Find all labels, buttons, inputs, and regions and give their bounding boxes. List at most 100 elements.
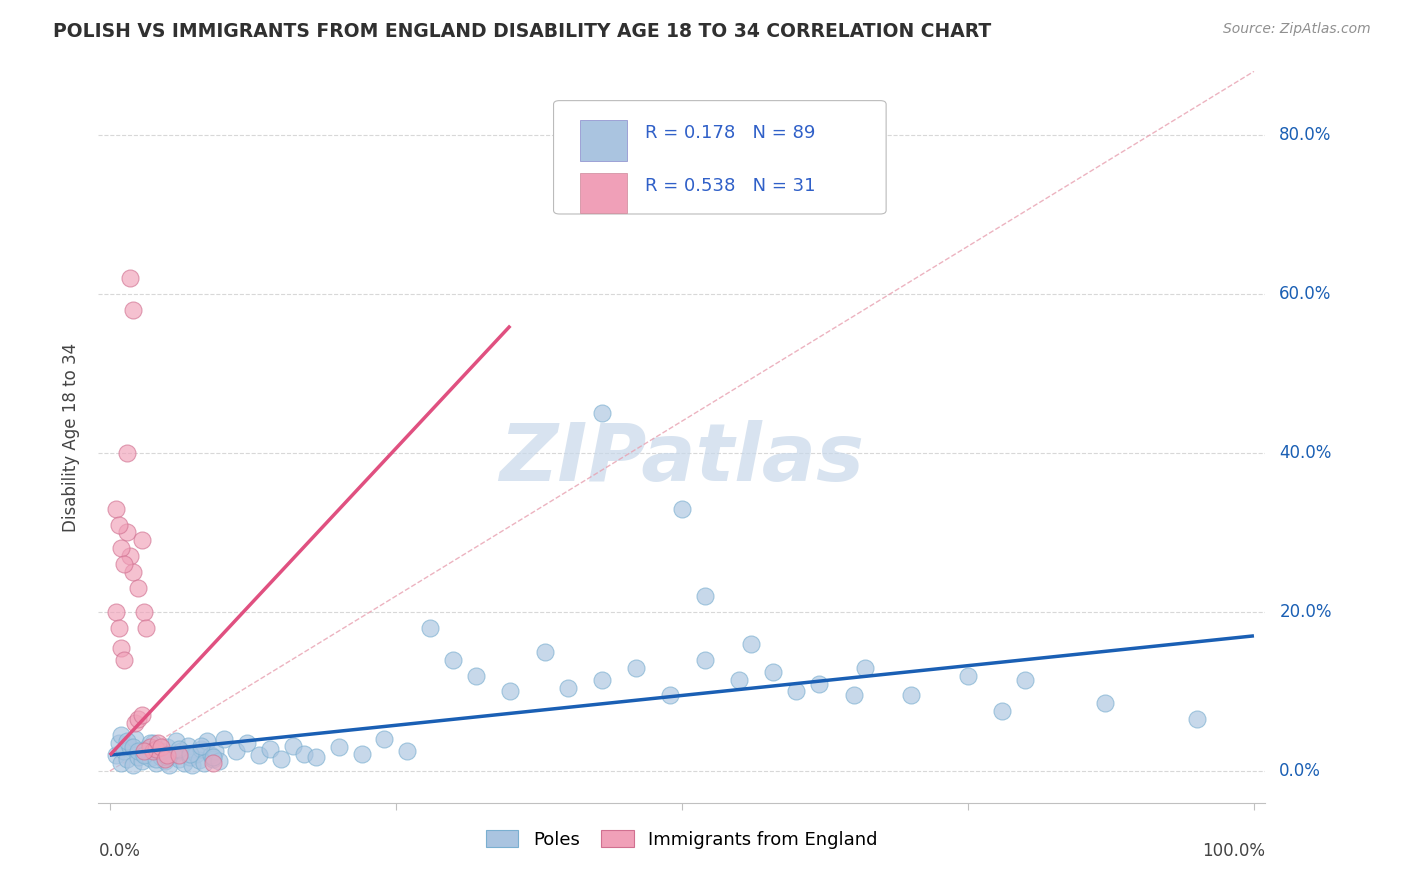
Point — [808, 676, 831, 690]
Text: 100.0%: 100.0% — [1202, 842, 1265, 860]
Point — [150, 749, 173, 764]
Text: R = 0.538   N = 31: R = 0.538 N = 31 — [644, 177, 815, 194]
Point — [157, 757, 180, 772]
Text: 20.0%: 20.0% — [1279, 603, 1331, 621]
Text: POLISH VS IMMIGRANTS FROM ENGLAND DISABILITY AGE 18 TO 34 CORRELATION CHART: POLISH VS IMMIGRANTS FROM ENGLAND DISABI… — [53, 22, 991, 41]
Point — [135, 621, 157, 635]
Point — [591, 673, 613, 687]
Point — [112, 744, 135, 758]
Point — [270, 752, 292, 766]
Point — [121, 566, 143, 580]
Point — [195, 733, 218, 747]
Point — [693, 589, 716, 603]
Point — [108, 517, 131, 532]
Point — [134, 744, 156, 758]
Bar — [581, 120, 627, 161]
Point — [328, 740, 350, 755]
Point — [181, 757, 204, 772]
Point — [156, 749, 179, 764]
Point — [190, 741, 212, 756]
Point — [150, 744, 173, 758]
Point — [465, 668, 488, 682]
Point — [207, 755, 229, 769]
Point — [115, 525, 138, 540]
Y-axis label: Disability Age 18 to 34: Disability Age 18 to 34 — [62, 343, 80, 532]
Point — [671, 501, 693, 516]
Point — [167, 741, 190, 756]
Point — [131, 708, 153, 723]
Point — [145, 752, 167, 766]
Point — [179, 747, 201, 761]
Point — [373, 732, 395, 747]
Point — [762, 665, 785, 679]
Point — [1185, 712, 1208, 726]
Point — [204, 744, 226, 758]
Point — [127, 581, 149, 595]
Point — [110, 756, 132, 770]
Point — [108, 736, 131, 750]
Point — [139, 736, 162, 750]
Bar — [581, 173, 627, 213]
Point — [146, 744, 169, 758]
Point — [853, 660, 876, 674]
Text: R = 0.178   N = 89: R = 0.178 N = 89 — [644, 124, 815, 142]
Point — [112, 653, 135, 667]
Point — [139, 740, 162, 755]
Point — [124, 716, 146, 731]
Point — [104, 501, 127, 516]
Point — [156, 748, 179, 763]
Point — [225, 744, 247, 758]
Point — [259, 741, 281, 756]
Point — [396, 744, 419, 758]
Point — [112, 558, 135, 572]
Point — [120, 740, 142, 755]
Point — [153, 752, 176, 766]
Point — [201, 752, 224, 766]
Point — [956, 668, 979, 682]
Point — [591, 406, 613, 420]
Point — [134, 605, 156, 619]
Point — [115, 733, 138, 747]
Text: 40.0%: 40.0% — [1279, 444, 1331, 462]
Point — [785, 684, 807, 698]
Point — [115, 752, 138, 766]
Point — [200, 748, 222, 763]
Point — [173, 756, 195, 770]
Text: 0.0%: 0.0% — [1279, 762, 1322, 780]
Text: ZIPatlas: ZIPatlas — [499, 420, 865, 498]
Text: Source: ZipAtlas.com: Source: ZipAtlas.com — [1223, 22, 1371, 37]
Point — [134, 748, 156, 763]
Point — [350, 747, 373, 761]
Point — [104, 605, 127, 619]
Point — [842, 689, 865, 703]
Point — [419, 621, 441, 635]
Point — [104, 748, 127, 763]
Point — [162, 748, 184, 763]
Point — [236, 736, 259, 750]
Point — [165, 733, 187, 747]
Point — [193, 756, 215, 770]
Point — [900, 689, 922, 703]
Text: 60.0%: 60.0% — [1279, 285, 1331, 303]
Point — [135, 741, 157, 756]
Point — [153, 755, 176, 769]
Point — [127, 744, 149, 758]
Point — [170, 744, 193, 758]
Point — [110, 640, 132, 655]
Point — [1014, 673, 1036, 687]
Point — [131, 533, 153, 548]
Point — [184, 747, 207, 761]
Point — [201, 749, 224, 764]
Point — [693, 653, 716, 667]
Point — [110, 541, 132, 556]
Point — [131, 755, 153, 769]
Point — [145, 741, 167, 756]
Point — [110, 728, 132, 742]
Point — [124, 732, 146, 747]
Point — [740, 637, 762, 651]
Point — [292, 747, 315, 761]
Point — [127, 749, 149, 764]
Point — [176, 739, 198, 753]
Point — [499, 684, 522, 698]
Point — [188, 753, 211, 767]
